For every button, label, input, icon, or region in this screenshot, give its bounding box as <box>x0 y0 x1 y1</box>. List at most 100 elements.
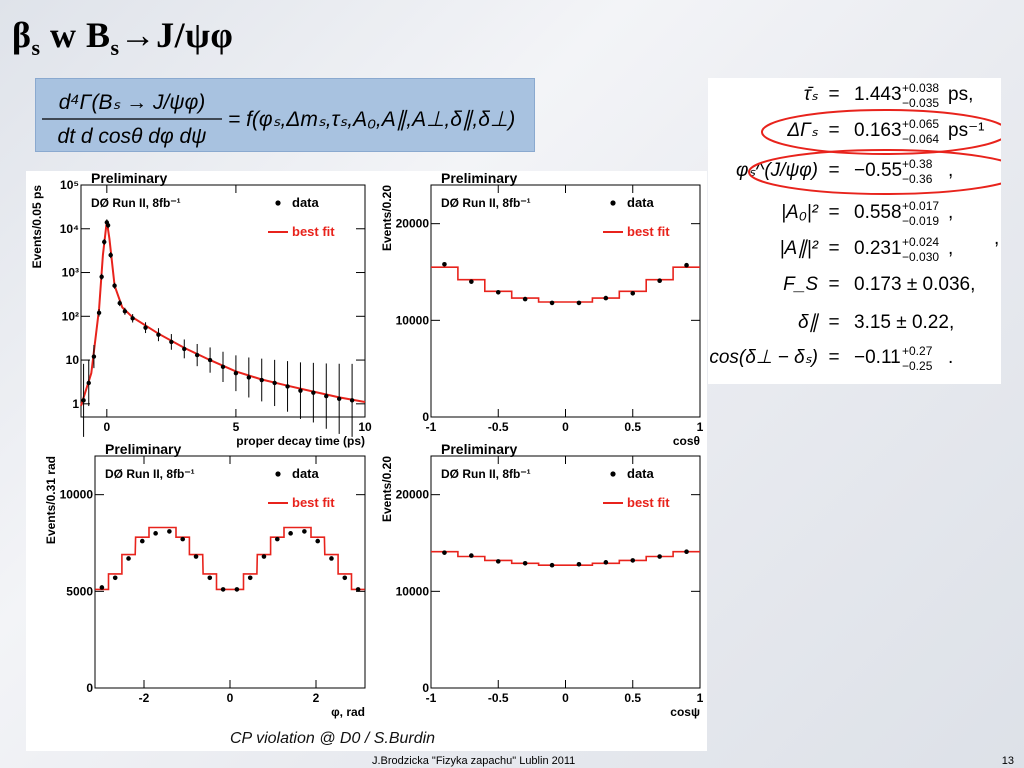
param-row: δ∥ = 3.15 ± 0.22, <box>798 312 954 333</box>
title-text: w B <box>40 15 111 55</box>
y-axis-label: Events/0.20 <box>380 456 394 522</box>
x-tick-label: 0 <box>562 420 569 434</box>
y-tick-label: 0 <box>422 681 429 695</box>
x-tick-label: 0 <box>103 420 110 434</box>
data-point <box>549 300 555 306</box>
param-upper-error: +0.038 <box>902 81 939 95</box>
data-point <box>99 274 104 279</box>
data-point <box>342 575 348 581</box>
data-point <box>143 325 148 330</box>
param-upper-error: +0.024 <box>902 235 939 249</box>
param-lower-error: −0.36 <box>902 172 933 186</box>
plot-subtitle: DØ Run II, 8fb⁻¹ <box>441 196 531 210</box>
param-equals: = <box>828 160 839 181</box>
legend-fit-label: best fit <box>292 224 335 239</box>
param-equals: = <box>828 202 839 223</box>
param-unit: ps⁻¹ <box>948 120 984 141</box>
y-tick-label: 20000 <box>396 217 430 231</box>
data-point <box>220 587 226 592</box>
y-tick-label: 20000 <box>396 488 430 502</box>
data-point <box>99 585 105 590</box>
y-tick-label: 10000 <box>60 488 94 502</box>
param-row: φₛ^(J/ψφ) = −0.55 +0.38−0.36, <box>736 157 953 186</box>
y-tick-label: 5000 <box>66 584 93 598</box>
fit-histogram <box>431 550 700 566</box>
x-tick-label: 1 <box>697 691 704 705</box>
x-tick-label: -2 <box>139 691 150 705</box>
legend-data-marker <box>275 200 281 206</box>
param-row: |A₀|² = 0.558 +0.017−0.019, <box>781 199 953 228</box>
param-value: 3.15 ± 0.22, <box>854 312 954 333</box>
data-point <box>469 553 474 558</box>
param-lower-error: −0.030 <box>902 250 939 264</box>
y-tick-label: 10² <box>62 309 79 323</box>
param-symbol: F_S <box>783 274 818 295</box>
x-tick-label: 0.5 <box>624 420 641 434</box>
y-tick-label: 0 <box>422 410 429 424</box>
data-point <box>549 562 555 568</box>
param-value: 0.231 <box>854 238 902 259</box>
param-upper-error: +0.27 <box>902 344 933 358</box>
data-point <box>86 380 91 386</box>
data-point <box>684 262 689 268</box>
data-point <box>139 538 145 544</box>
y-axis-label: Events/0.20 <box>380 185 394 251</box>
data-point <box>315 538 321 544</box>
param-symbol: δ∥ <box>798 312 820 333</box>
fit-histogram <box>431 266 700 303</box>
param-upper-error: +0.017 <box>902 199 939 213</box>
data-point <box>495 559 501 564</box>
x-axis-label: φ, rad <box>331 705 365 719</box>
param-row: |A∥|² = 0.231 +0.024−0.030, <box>780 235 954 264</box>
data-point <box>112 575 118 581</box>
param-value: 0.558 <box>854 202 902 223</box>
data-point <box>274 536 280 542</box>
title-beta-sub: s <box>31 35 41 61</box>
data-point <box>684 549 689 554</box>
data-point <box>156 332 161 337</box>
data-point <box>167 529 172 534</box>
x-tick-label: -0.5 <box>488 691 509 705</box>
param-lower-error: −0.064 <box>902 132 939 146</box>
data-point <box>193 554 199 559</box>
fit-results-panel: τ̄ₛ = 1.443 +0.038 −0.035 ps, ΔΓₛ = 0.163 +0.065… <box>708 78 1022 384</box>
x-axis-label: proper decay time (ps) <box>236 434 365 448</box>
plot-title: Preliminary <box>91 171 167 186</box>
param-unit: , <box>948 160 953 181</box>
plot-subtitle: DØ Run II, 8fb⁻¹ <box>441 467 531 481</box>
caption: CP violation @ D0 / S.Burdin <box>230 730 436 747</box>
y-tick-label: 10³ <box>62 266 79 280</box>
legend-data-label: data <box>292 195 320 210</box>
title-arrow: →J/ψφ <box>119 15 234 55</box>
legend-data-label: data <box>627 466 655 481</box>
data-point <box>81 398 86 403</box>
data-point <box>469 279 474 284</box>
decay-rate-formula: d⁴Γ(Bₛ → J/ψφ) dt d cosθ dφ dψ = f(φₛ,Δm… <box>35 78 535 152</box>
legend-fit-label: best fit <box>627 495 670 510</box>
plot-title: Preliminary <box>105 441 181 457</box>
plot-4: -1 -0.5 0 0.5 1 0 10000 20000 cosψ Events/0.20 Pre… <box>380 441 704 719</box>
param-value: 0.173 ± 0.036, <box>854 274 975 295</box>
param-row: cos(δ⊥ − δₛ) = −0.11 +0.27−0.25. <box>709 344 953 373</box>
data-point <box>285 384 290 389</box>
data-point <box>442 261 447 267</box>
y-tick-label: 0 <box>86 681 93 695</box>
x-tick-label: 0 <box>227 691 234 705</box>
param-symbol: |A∥|² <box>780 238 819 259</box>
param-lower-error: −0.019 <box>902 214 939 228</box>
plot-subtitle: DØ Run II, 8fb⁻¹ <box>91 196 181 210</box>
data-point <box>522 296 528 302</box>
data-point <box>302 529 307 534</box>
y-tick-label: 10000 <box>396 313 430 327</box>
param-stray-comma: , <box>994 228 999 249</box>
data-point <box>261 554 267 559</box>
formula-denominator: dt d cosθ dφ dψ <box>58 125 207 148</box>
data-point <box>576 300 582 306</box>
x-tick-label: 10 <box>358 420 372 434</box>
y-tick-label: 10000 <box>396 584 430 598</box>
legend-data-label: data <box>292 466 320 481</box>
param-value: 0.163 <box>854 120 902 141</box>
param-row: τ̄ₛ = 1.443 +0.038−0.035 ps, <box>804 81 974 110</box>
data-point <box>102 239 107 245</box>
param-row: ΔΓₛ = 0.163 +0.065−0.064 ps⁻¹ <box>786 117 984 146</box>
